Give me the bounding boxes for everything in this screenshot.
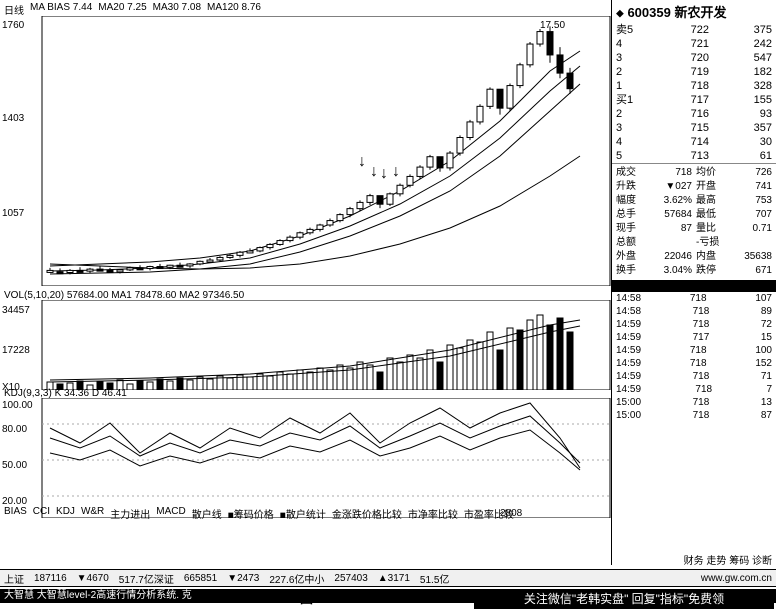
indicator-tab[interactable]: 金涨跌价格比较 <box>332 506 402 521</box>
status-item: 51.5亿 <box>420 571 449 586</box>
status-item: ▼2473 <box>227 573 259 584</box>
tick-row: 14:59718152 <box>616 357 772 370</box>
orderbook-row: 1718328 <box>616 79 772 93</box>
orderbook-row: 卖5722375 <box>616 23 772 37</box>
orderbook-row: 3715357 <box>616 121 772 135</box>
timeframe-label: 日线 <box>4 2 24 17</box>
indicator-tab[interactable]: 主力进出 <box>110 506 150 521</box>
status-item: 上证 <box>4 571 24 586</box>
indicator-tab[interactable]: ■筹码价格 <box>228 506 274 521</box>
tick-row: 14:58718107 <box>616 292 772 305</box>
status-item: 227.6亿中小 <box>269 571 324 586</box>
status-item: ▲3171 <box>378 573 410 584</box>
indicator-tab[interactable]: W&R <box>81 506 104 521</box>
orderbook-row: 3720547 <box>616 51 772 65</box>
status-item: 665851 <box>184 573 217 584</box>
ma-item: MA20 7.25 <box>98 2 146 17</box>
figure-caption: 图 172 <box>300 588 338 607</box>
price-chart: 176014031057↓↓↓↓17.50 <box>0 16 612 286</box>
kdj-chart: 100.0080.0050.0020.002808 <box>0 398 612 518</box>
info-row: 外盘22046内盘35638 <box>616 250 772 264</box>
info-row: 升跌▼027开盘741 <box>616 180 772 194</box>
indicator-tab[interactable]: KDJ <box>56 506 75 521</box>
status-url: www.gw.com.cn <box>701 573 772 584</box>
ticker-name: 新农开发 <box>674 5 726 20</box>
ma-item: MA BIAS 7.44 <box>30 2 92 17</box>
tick-row: 15:0071887 <box>616 409 772 422</box>
right-tab-row[interactable]: 财务 走势 筹码 诊断 <box>684 552 772 567</box>
svg-text:↓: ↓ <box>358 153 366 170</box>
tick-row: 14:597187 <box>616 383 772 396</box>
indicator-tab[interactable]: 散户线 <box>192 506 222 521</box>
svg-text:50.00: 50.00 <box>2 460 27 471</box>
indicator-tab[interactable]: ■散户统计 <box>280 506 326 521</box>
svg-text:↓: ↓ <box>370 163 378 180</box>
svg-text:1057: 1057 <box>2 208 25 219</box>
svg-text:34457: 34457 <box>2 305 30 316</box>
tick-row: 14:5971871 <box>616 370 772 383</box>
tick-row: 14:5871889 <box>616 305 772 318</box>
indicator-tab[interactable]: BIAS <box>4 506 27 521</box>
tick-row: 14:5971715 <box>616 331 772 344</box>
info-row: 换手3.04%跌停671 <box>616 264 772 278</box>
orderbook-row: 买1717155 <box>616 93 772 107</box>
ad-banner[interactable]: 关注微信"老韩实盘" 回复"指标"免费领 <box>474 589 774 609</box>
orderbook: 卖57223754721242372054727191821718328买171… <box>612 23 776 163</box>
separator-strip <box>612 280 776 292</box>
quote-info: 成交718均价726升跌▼027开盘741幅度3.62%最高753总手57684… <box>612 163 776 280</box>
indicator-tab[interactable]: 市净率比较 <box>408 506 458 521</box>
orderbook-row: 271693 <box>616 107 772 121</box>
svg-text:1760: 1760 <box>2 20 25 31</box>
tick-row: 14:59718100 <box>616 344 772 357</box>
status-item: 187116 <box>34 573 67 584</box>
orderbook-row: 4721242 <box>616 37 772 51</box>
info-row: 幅度3.62%最高753 <box>616 194 772 208</box>
indicator-tab[interactable]: CCI <box>33 506 50 521</box>
orderbook-row: 2719182 <box>616 65 772 79</box>
volume-chart: 3445717228X10 <box>0 300 612 390</box>
svg-text:17228: 17228 <box>2 345 30 356</box>
main-chart-area: 日线 MA BIAS 7.44 MA20 7.25 MA30 7.08 MA12… <box>0 0 612 565</box>
svg-text:17.50: 17.50 <box>540 20 565 31</box>
indicator-tab[interactable]: MACD <box>156 506 185 521</box>
info-row: 总手57684最低707 <box>616 208 772 222</box>
info-row: 总额-亏损 <box>616 236 772 250</box>
tick-list: 14:5871810714:587188914:597187214:597171… <box>612 292 776 422</box>
ma-item: MA120 8.76 <box>207 2 261 17</box>
status-bar: 上证 187116 ▼4670 517.7亿深证 665851 ▼2473 227.6亿中小… <box>0 569 776 587</box>
status-item: 257403 <box>334 573 367 584</box>
indicator-tab[interactable]: 市盈率比较 <box>464 506 514 521</box>
svg-text:80.00: 80.00 <box>2 424 27 435</box>
status-item: ▼4670 <box>77 573 109 584</box>
svg-text:100.00: 100.00 <box>2 400 33 411</box>
tick-row: 15:0071813 <box>616 396 772 409</box>
ticker-header: ◆ 600359 新农开发 <box>612 0 776 23</box>
indicator-tabs[interactable]: BIAS CCI KDJ W&R 主力进出 MACD 散户线 ■筹码价格 ■散户统计金涨跌价格比… <box>4 506 514 521</box>
svg-text:↓: ↓ <box>380 165 388 182</box>
svg-text:1403: 1403 <box>2 113 25 124</box>
svg-text:↓: ↓ <box>392 163 400 180</box>
orderbook-row: 471430 <box>616 135 772 149</box>
status2-text: 大智慧 大智慧level-2高速行情分析系统. 克 <box>4 590 192 601</box>
ma-header: 日线 MA BIAS 7.44 MA20 7.25 MA30 7.08 MA12… <box>4 2 261 17</box>
ma-item: MA30 7.08 <box>153 2 201 17</box>
ticker-code: 600359 <box>627 5 670 20</box>
diamond-icon: ◆ <box>616 5 624 20</box>
right-panel: ◆ 600359 新农开发 卖5722375472124237205472719… <box>612 0 776 565</box>
info-row: 现手87量比0.71 <box>616 222 772 236</box>
tick-row: 14:5971872 <box>616 318 772 331</box>
info-row: 成交718均价726 <box>616 166 772 180</box>
status-item: 517.7亿深证 <box>119 571 174 586</box>
orderbook-row: 571361 <box>616 149 772 163</box>
